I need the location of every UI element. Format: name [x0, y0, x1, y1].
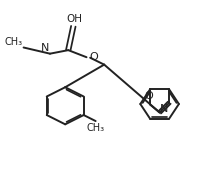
Text: N: N [160, 104, 168, 114]
Text: CH₃: CH₃ [87, 123, 105, 133]
Text: N: N [41, 43, 49, 53]
Text: O: O [89, 52, 98, 62]
Text: O: O [145, 91, 153, 101]
Text: CH₃: CH₃ [4, 37, 23, 47]
Text: OH: OH [66, 14, 82, 24]
